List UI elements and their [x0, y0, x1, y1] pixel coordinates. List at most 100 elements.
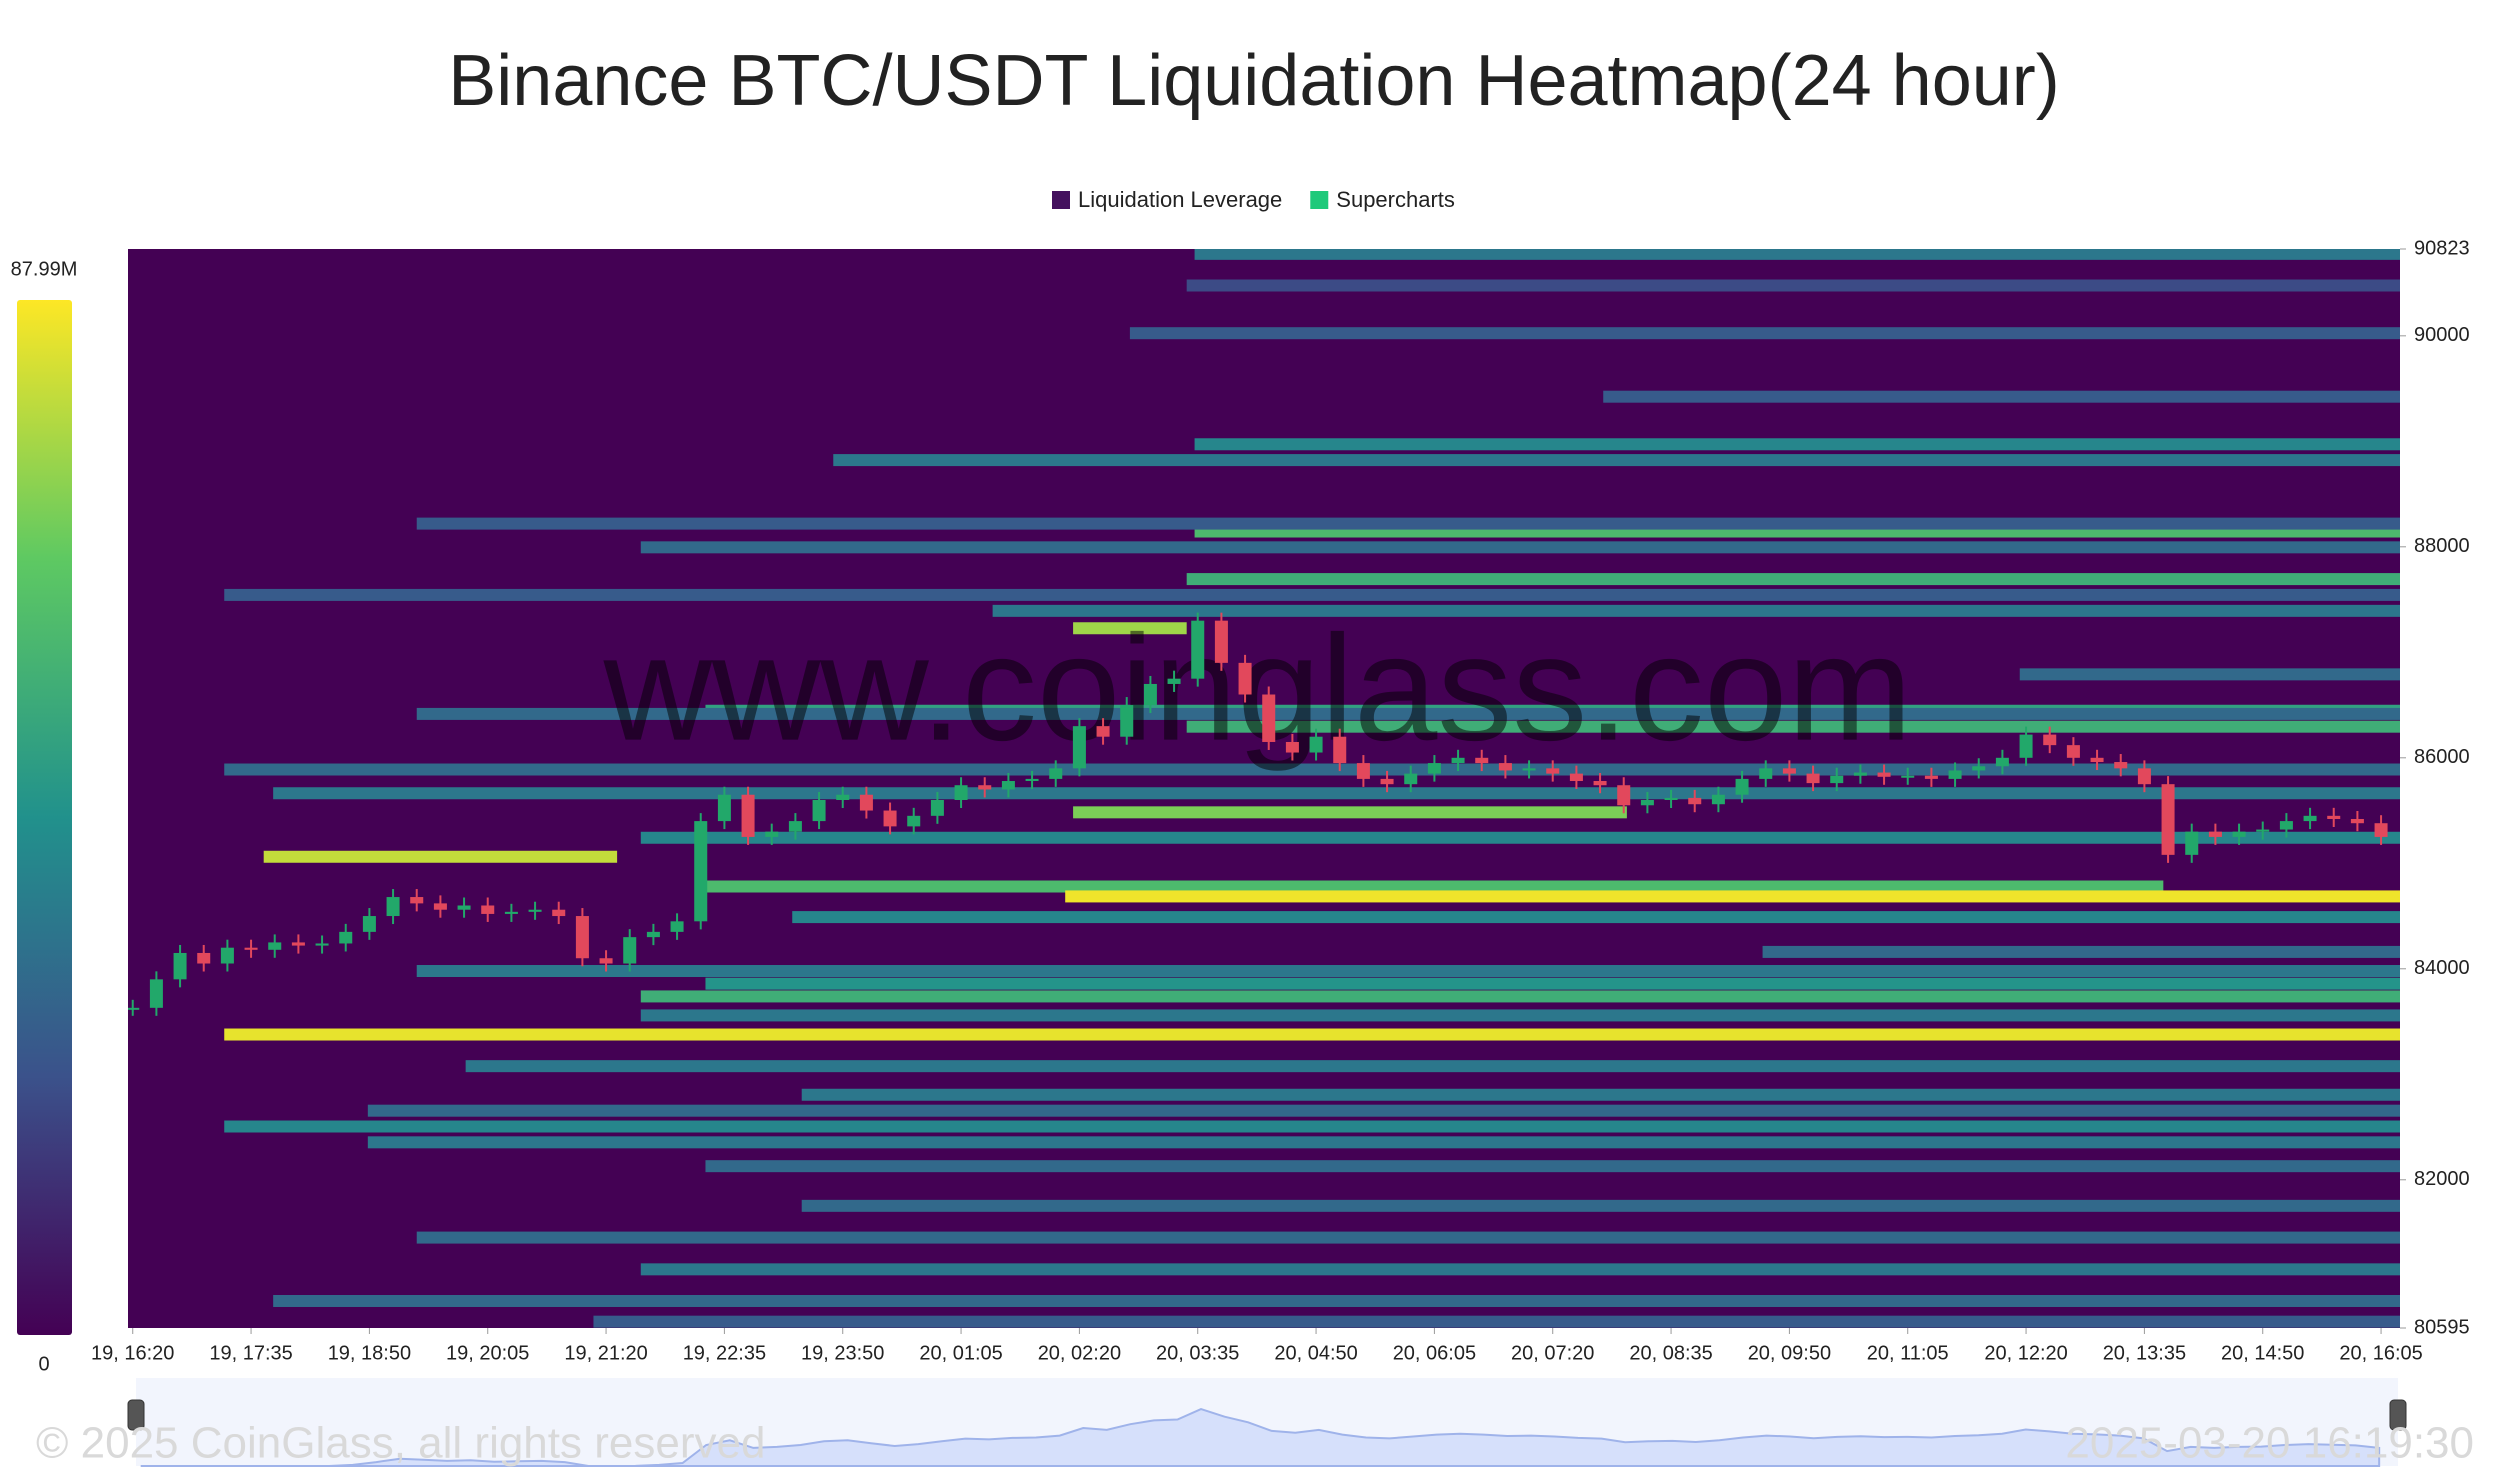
x-tick-label: 19, 17:35: [209, 1342, 292, 1364]
candle-body: [1948, 770, 1962, 779]
candle-body: [907, 815, 921, 827]
candle-body: [410, 897, 424, 904]
candle-body: [1640, 799, 1654, 806]
heatmap-band: [1065, 890, 2400, 903]
heatmap-band: [833, 454, 2400, 467]
candle-body: [812, 799, 826, 822]
heatmap-band: [705, 880, 2164, 893]
candle-body: [504, 911, 518, 914]
candle-body: [1427, 763, 1441, 774]
heatmap-band: [792, 911, 2400, 924]
candle-body: [1901, 775, 1915, 778]
heatmap-band: [640, 1263, 2400, 1276]
candle-body: [2350, 818, 2364, 824]
heatmap-band: [263, 850, 618, 863]
heatmap-band: [1194, 249, 2400, 260]
x-tick-label: 20, 12:20: [1984, 1342, 2067, 1364]
candle-body: [1593, 781, 1607, 786]
candle-body: [315, 943, 329, 946]
candle-body: [386, 897, 400, 917]
heatmap-band: [640, 831, 2400, 844]
colorbar-label: 87.99M: [11, 258, 78, 280]
candle-body: [1617, 785, 1631, 806]
candle-body: [859, 794, 873, 811]
candle-body: [1096, 726, 1110, 737]
candle-body: [2374, 823, 2388, 837]
candle-body: [1711, 794, 1725, 805]
x-tick-label: 19, 16:20: [91, 1342, 174, 1364]
footer-timestamp: 2025-03-20 16:19:30: [2065, 1419, 2474, 1468]
candle-body: [1049, 768, 1063, 779]
candle-body: [1498, 763, 1512, 771]
heatmap-band: [2019, 668, 2400, 681]
x-tick-label: 20, 06:05: [1393, 1342, 1476, 1364]
candle-body: [836, 794, 850, 800]
candle-body: [954, 785, 968, 800]
heatmap-band: [224, 763, 2400, 776]
x-tick-label: 20, 01:05: [919, 1342, 1002, 1364]
candle-body: [1285, 741, 1299, 753]
x-tick-label: 19, 20:05: [446, 1342, 529, 1364]
heatmap-band: [640, 1009, 2400, 1022]
candle-body: [2256, 829, 2270, 832]
legend-swatch: [1052, 191, 1070, 209]
heatmap-band: [593, 1315, 2400, 1328]
x-tick-label: 19, 18:50: [328, 1342, 411, 1364]
x-tick-label: 20, 13:35: [2103, 1342, 2186, 1364]
heatmap-band: [416, 965, 2400, 978]
candle-body: [575, 916, 589, 959]
candle-body: [268, 942, 282, 950]
x-tick-label: 20, 02:20: [1038, 1342, 1121, 1364]
navigator-handle: [2389, 1399, 2407, 1431]
x-tick-label: 19, 23:50: [801, 1342, 884, 1364]
x-tick-label: 20, 07:20: [1511, 1342, 1594, 1364]
heatmap-band: [801, 1088, 2400, 1101]
candle-body: [1853, 772, 1867, 776]
candle-body: [1072, 726, 1086, 769]
candle-body: [2019, 734, 2033, 758]
candle-body: [1664, 797, 1678, 800]
x-tick-label: 19, 22:35: [683, 1342, 766, 1364]
candle-body: [1356, 763, 1370, 779]
candle-body: [197, 952, 211, 964]
candle-body: [2303, 815, 2317, 822]
heatmap-band: [273, 1294, 2400, 1307]
candle-body: [2208, 831, 2222, 837]
y-tick-label: 90000: [2414, 324, 2470, 346]
colorbar-label: 0: [38, 1353, 49, 1375]
x-tick-label: 19, 21:20: [564, 1342, 647, 1364]
heatmap-band: [705, 977, 2400, 990]
heatmap-band: [465, 1060, 2400, 1073]
candle-body: [2185, 831, 2199, 855]
candle-body: [128, 1007, 140, 1010]
candle-body: [291, 942, 305, 946]
candle-body: [244, 947, 258, 950]
candle-body: [1924, 775, 1938, 779]
candle-body: [1877, 772, 1891, 777]
candle-body: [930, 799, 944, 816]
x-tick-label: 20, 16:05: [2339, 1342, 2422, 1364]
y-tick-label: 82000: [2414, 1168, 2470, 1190]
heatmap-band: [1073, 806, 1627, 819]
candle-body: [694, 821, 708, 922]
x-tick-label: 20, 03:35: [1156, 1342, 1239, 1364]
candle-body: [1546, 768, 1560, 774]
legend-label: Liquidation Leverage: [1078, 187, 1282, 212]
y-tick-label: 84000: [2414, 957, 2470, 979]
candle-body: [646, 931, 660, 938]
y-tick-label: 86000: [2414, 746, 2470, 768]
candle-body: [1735, 778, 1749, 795]
candle-body: [1309, 736, 1323, 753]
candle-body: [1262, 694, 1276, 742]
candle-body: [2066, 745, 2080, 758]
candle-body: [457, 905, 471, 910]
heatmap-band: [367, 1104, 2400, 1117]
watermark: www.coinglass.com: [603, 604, 1913, 772]
candle-body: [2327, 815, 2341, 819]
candle-body: [1522, 768, 1536, 771]
heatmap-band: [416, 1231, 2400, 1244]
x-tick-label: 20, 04:50: [1274, 1342, 1357, 1364]
candle-body: [2232, 831, 2246, 837]
candle-body: [173, 952, 187, 980]
